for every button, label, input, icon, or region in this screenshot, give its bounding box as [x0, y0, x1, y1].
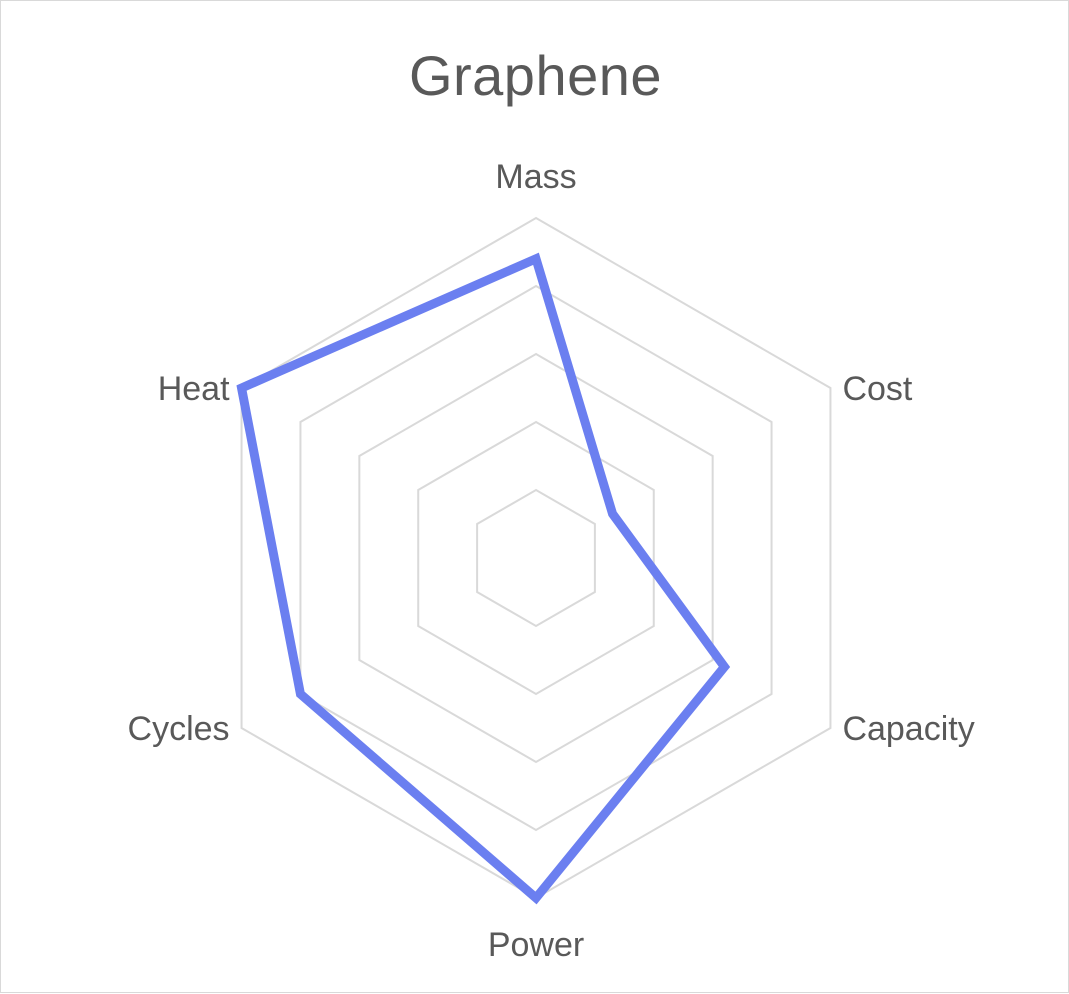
grid-ring-1 — [476, 488, 596, 628]
series-layer — [236, 252, 731, 905]
axis-label-cycles: Cycles — [128, 710, 230, 748]
series-line-0 — [236, 252, 731, 905]
grid-ring-2 — [417, 420, 655, 696]
axis-label-capacity: Capacity — [842, 710, 974, 748]
axis-label-mass: Mass — [495, 158, 576, 196]
radar-grid — [240, 216, 832, 900]
axis-label-cost: Cost — [842, 370, 912, 408]
chart-title: Graphene — [408, 44, 663, 107]
axis-label-heat: Heat — [158, 370, 230, 408]
grid-ring-4 — [299, 284, 773, 832]
axis-labels: Mass Cost Capacity Power Cycles Heat — [128, 158, 975, 964]
grid-ring-3 — [358, 352, 714, 764]
axis-label-power: Power — [488, 926, 584, 964]
grid-ring-5 — [240, 216, 832, 900]
